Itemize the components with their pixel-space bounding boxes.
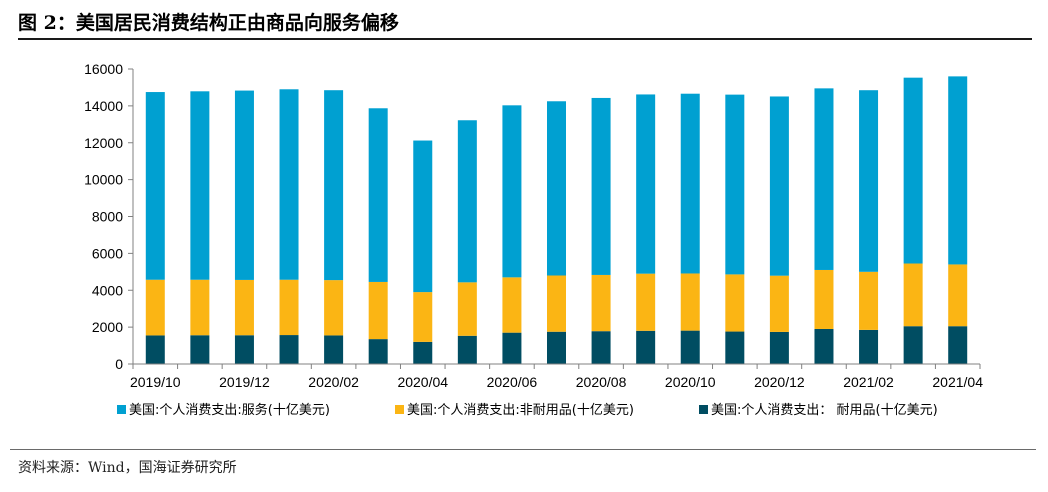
bar-durable (145, 335, 165, 364)
bar-durable (413, 341, 433, 364)
bar-services (413, 140, 433, 293)
bar-nondurable (279, 279, 299, 336)
bar-services (725, 94, 745, 275)
x-tick-label: 2020/12 (754, 374, 805, 390)
bar-nondurable (859, 271, 879, 330)
legend-swatch (395, 405, 404, 414)
legend-label: 美国:个人消费支出:服务(十亿美元) (129, 402, 330, 418)
bar-durable (903, 326, 923, 364)
stacked-bar-chart: 0 2000 4000 6000 8000 10000 12000 14000 16000 20… (84, 61, 983, 418)
x-tick-label: 2021/02 (843, 374, 894, 390)
bar-nondurable (234, 279, 254, 336)
bar-durable (368, 339, 388, 364)
bar-services (279, 89, 299, 280)
source-note: 资料来源：Wind，国海证券研究所 (18, 460, 237, 476)
bar-services (814, 88, 834, 270)
bar-nondurable (769, 275, 789, 332)
x-tick-label: 2020/04 (397, 374, 448, 390)
x-tick-label: 2020/10 (665, 374, 716, 390)
bar-nondurable (725, 274, 745, 332)
bar-services (457, 120, 477, 283)
bar-durable (948, 326, 968, 364)
footer-divider (10, 449, 1036, 450)
x-tick-label: 2019/12 (219, 374, 270, 390)
bar-nondurable (591, 274, 611, 332)
bar-nondurable (324, 280, 344, 336)
bar-services (948, 76, 968, 265)
bar-services (190, 91, 210, 280)
bar-services (769, 96, 789, 276)
bar-durable (814, 328, 834, 364)
bar-nondurable (903, 263, 923, 327)
bar-nondurable (145, 279, 165, 336)
x-tick-label: 2021/04 (932, 374, 983, 390)
x-tick-label: 2019/10 (130, 374, 181, 390)
bar-services (636, 94, 656, 274)
bar-services (324, 90, 344, 281)
bar-nondurable (680, 273, 700, 331)
page-title: 图 2：美国居民消费结构正由商品向服务偏移 (18, 12, 399, 34)
bar-services (903, 77, 923, 264)
bar-durable (680, 330, 700, 364)
y-tick-label: 16000 (84, 61, 123, 77)
title-divider (18, 38, 1032, 40)
legend-swatch (699, 405, 708, 414)
y-axis: 0 2000 4000 6000 8000 10000 12000 14000 16000 (84, 61, 134, 372)
bar-durable (636, 330, 656, 364)
x-axis: 2019/10 2019/12 2020/02 2020/04 2020/06 2020/… (130, 363, 983, 390)
bar-durable (591, 331, 611, 364)
y-tick-label: 14000 (84, 98, 123, 114)
y-tick-label: 4000 (92, 282, 123, 298)
bar-services (547, 101, 566, 276)
bar-durable (324, 335, 344, 364)
bar-durable (279, 335, 299, 364)
legend: 美国:个人消费支出:服务(十亿美元) 美国:个人消费支出:非耐用品(十亿美元) 美国… (117, 402, 938, 418)
y-tick-label: 8000 (92, 209, 123, 225)
y-tick-label: 6000 (92, 245, 123, 261)
bar-services (368, 108, 388, 282)
bar-durable (859, 329, 879, 364)
bar-services (145, 92, 165, 280)
bar-nondurable (502, 277, 522, 333)
bar-nondurable (547, 275, 566, 332)
y-tick-label: 2000 (92, 319, 123, 335)
bar-durable (190, 335, 210, 364)
bar-nondurable (413, 292, 433, 342)
bar-services (234, 90, 254, 280)
legend-label: 美国:个人消费支出:非耐用品(十亿美元) (407, 403, 634, 418)
bar-nondurable (368, 281, 388, 340)
bar-nondurable (948, 264, 968, 327)
bar-nondurable (814, 269, 834, 329)
bars (145, 76, 968, 364)
legend-label: 美国:个人消费支出： 耐用品(十亿美元) (711, 403, 938, 418)
bar-services (680, 93, 700, 274)
bar-durable (547, 331, 566, 364)
x-tick-label: 2020/02 (308, 374, 359, 390)
x-tick-label: 2020/08 (576, 374, 627, 390)
bar-durable (502, 332, 522, 364)
y-tick-label: 0 (115, 356, 123, 372)
bar-nondurable (457, 282, 477, 336)
bar-durable (769, 331, 789, 364)
bar-services (591, 97, 611, 275)
bar-durable (234, 335, 254, 364)
x-tick-label: 2020/06 (487, 374, 538, 390)
legend-swatch (117, 405, 126, 414)
bar-nondurable (190, 279, 210, 336)
bar-services (502, 105, 522, 278)
bar-durable (457, 335, 477, 364)
y-tick-label: 10000 (84, 172, 123, 188)
bar-nondurable (636, 273, 656, 331)
bar-durable (725, 331, 745, 364)
bar-services (859, 90, 879, 272)
y-tick-label: 12000 (84, 135, 123, 151)
